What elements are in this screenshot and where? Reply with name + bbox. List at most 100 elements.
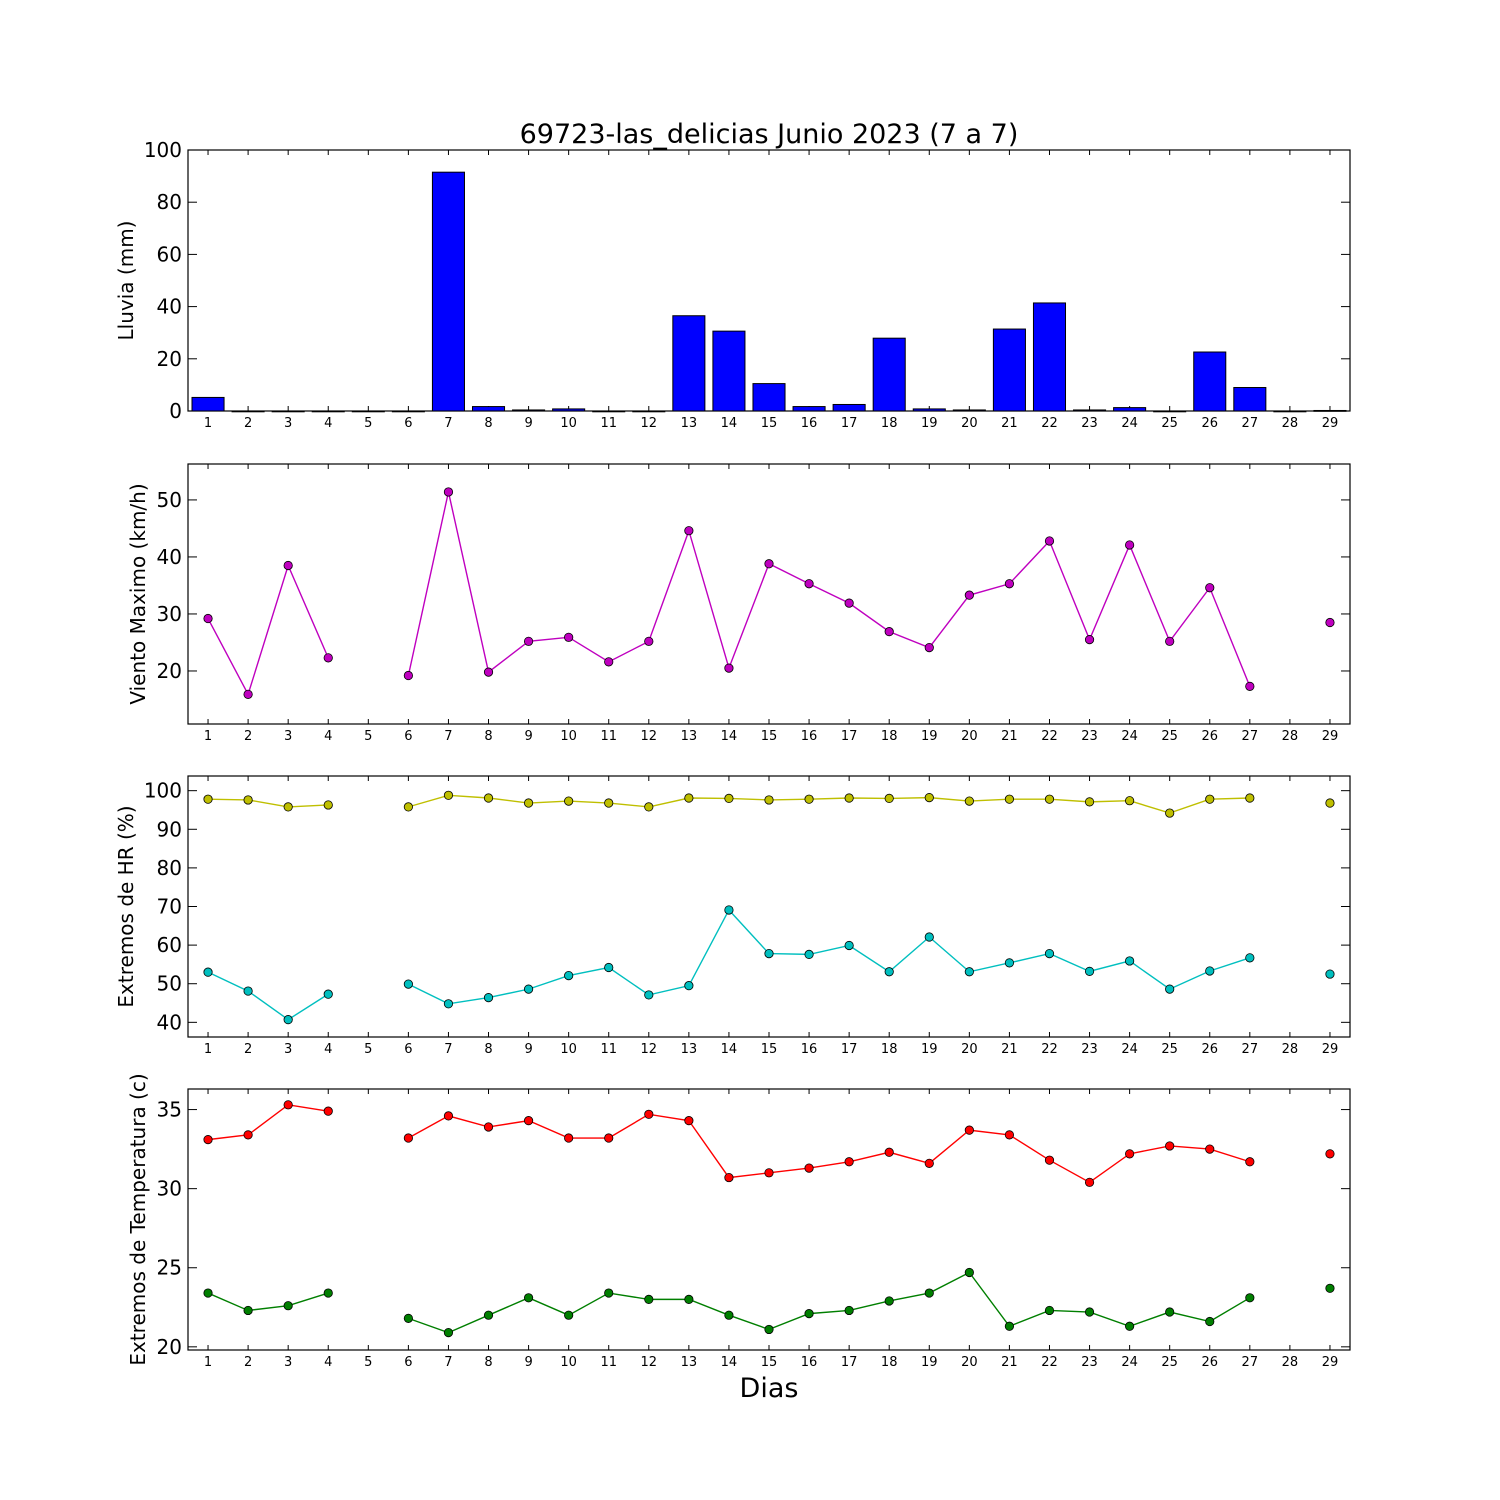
x-tick-label: 20 xyxy=(961,416,978,431)
x-tick-label: 23 xyxy=(1081,729,1098,744)
data-point xyxy=(1325,1283,1335,1293)
rain-bar xyxy=(712,330,746,412)
data-point xyxy=(283,1100,293,1110)
data-point xyxy=(844,1157,854,1167)
data-point xyxy=(724,793,734,803)
data-point xyxy=(523,798,534,808)
rain-bar xyxy=(592,410,626,413)
data-point xyxy=(323,1106,333,1116)
x-tick-label: 15 xyxy=(761,416,778,431)
rain-bar xyxy=(271,410,305,413)
data-point xyxy=(604,798,614,808)
x-tick-label: 24 xyxy=(1121,1042,1138,1057)
x-tick-label: 14 xyxy=(721,1355,738,1370)
data-point xyxy=(724,1172,734,1183)
x-axis-label: Dias xyxy=(740,1373,799,1404)
x-tick-label: 14 xyxy=(721,1042,738,1057)
x-tick-label: 12 xyxy=(641,416,658,431)
y-tick-label: 30 xyxy=(157,1177,182,1201)
series-line xyxy=(207,563,329,697)
x-tick-label: 22 xyxy=(1041,1355,1058,1370)
x-tick-label: 6 xyxy=(404,729,412,744)
x-tick-label: 8 xyxy=(484,416,492,431)
x-tick-label: 18 xyxy=(881,1355,898,1370)
data-point xyxy=(483,993,494,1003)
data-point xyxy=(1205,583,1215,593)
data-point xyxy=(523,1293,534,1303)
series-line xyxy=(208,798,329,808)
series-line xyxy=(207,971,329,1021)
rain-bar xyxy=(1113,407,1147,412)
data-point xyxy=(523,1116,534,1126)
x-tick-label: 8 xyxy=(484,1355,492,1370)
x-tick-label: 8 xyxy=(484,1042,492,1057)
rain-bar xyxy=(391,410,425,413)
data-point xyxy=(403,979,413,989)
series-line xyxy=(207,1292,329,1312)
rain-bar xyxy=(872,337,906,412)
x-tick-label: 26 xyxy=(1201,1042,1218,1057)
data-point xyxy=(1245,1157,1255,1167)
x-tick-label: 27 xyxy=(1242,416,1259,431)
x-tick-label: 7 xyxy=(444,1042,452,1057)
y-tick-label: 50 xyxy=(157,488,182,512)
data-point xyxy=(844,598,854,608)
x-tick-label: 10 xyxy=(560,1042,577,1057)
data-point xyxy=(483,1122,494,1132)
y-axis-label: Extremos de HR (%) xyxy=(114,805,138,1007)
x-tick-label: 11 xyxy=(600,729,617,744)
x-tick-label: 29 xyxy=(1322,416,1339,431)
x-tick-label: 28 xyxy=(1282,416,1299,431)
series-line xyxy=(207,1104,329,1141)
data-point xyxy=(323,1288,333,1298)
rain-bar xyxy=(1032,302,1067,412)
chart-title: 69723-las_delicias Junio 2023 (7 a 7) xyxy=(520,119,1019,150)
x-tick-label: 7 xyxy=(444,1355,452,1370)
x-tick-label: 15 xyxy=(761,1042,778,1057)
x-tick-label: 2 xyxy=(244,1042,252,1057)
x-tick-label: 25 xyxy=(1161,1355,1178,1370)
data-point xyxy=(1325,969,1335,979)
data-point xyxy=(483,1310,494,1320)
data-point xyxy=(323,653,333,663)
rain-bar xyxy=(792,406,826,412)
x-tick-label: 29 xyxy=(1322,1355,1339,1370)
x-tick-label: 10 xyxy=(560,416,577,431)
data-point xyxy=(443,999,454,1009)
data-point xyxy=(644,990,654,1000)
x-tick-label: 17 xyxy=(841,1042,858,1057)
x-tick-label: 28 xyxy=(1282,1042,1299,1057)
data-point xyxy=(884,793,894,803)
data-point xyxy=(564,1310,574,1320)
x-tick-label: 22 xyxy=(1041,416,1058,431)
x-tick-label: 19 xyxy=(921,1355,938,1370)
y-tick-label: 70 xyxy=(157,895,182,919)
data-point xyxy=(1004,1321,1015,1331)
data-point xyxy=(243,986,253,996)
data-point xyxy=(644,636,654,646)
data-point xyxy=(764,1168,774,1178)
data-point xyxy=(403,1133,413,1143)
x-tick-label: 9 xyxy=(524,1042,532,1057)
x-tick-label: 27 xyxy=(1242,729,1259,744)
data-point xyxy=(804,949,814,959)
data-point xyxy=(884,1147,894,1157)
x-tick-label: 22 xyxy=(1041,729,1058,744)
data-point xyxy=(283,802,293,812)
data-point xyxy=(1004,579,1015,589)
x-tick-label: 21 xyxy=(1001,1355,1018,1370)
x-tick-label: 17 xyxy=(841,1355,858,1370)
data-point xyxy=(804,794,814,804)
data-point xyxy=(964,590,974,600)
y-tick-label: 40 xyxy=(157,1010,182,1034)
data-point xyxy=(844,1305,854,1316)
data-point xyxy=(1165,636,1175,646)
data-point xyxy=(684,793,694,803)
rain-panel: 1 2 3 4 5 6 7 8 9 10 11 12 13 14 15 16 17 18 19 20 21 22 23 24 2… xyxy=(114,138,1351,431)
x-tick-label: 9 xyxy=(524,729,532,744)
data-point xyxy=(403,1313,413,1323)
x-tick-label: 27 xyxy=(1242,1355,1259,1370)
y-tick-label: 20 xyxy=(157,347,182,371)
x-tick-label: 26 xyxy=(1201,729,1218,744)
